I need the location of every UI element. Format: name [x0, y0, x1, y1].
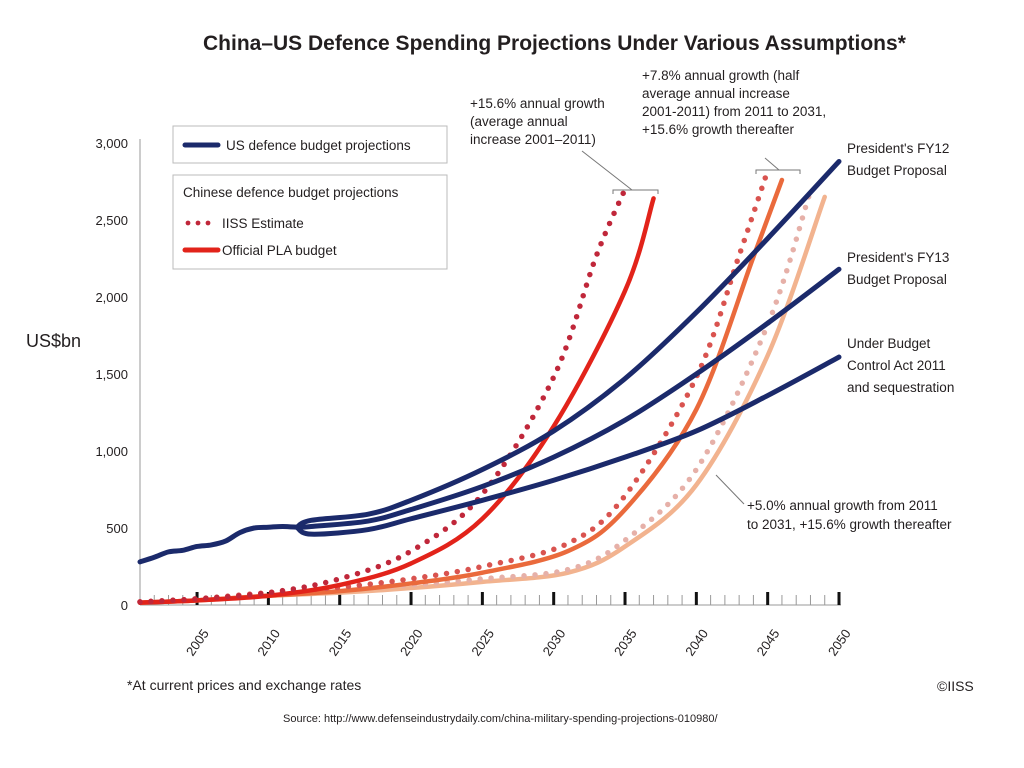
annotation-bca-line2: Control Act 2011	[847, 358, 946, 373]
chart-title: China–US Defence Spending Projections Un…	[203, 32, 907, 55]
legend-pla-label: Official PLA budget	[222, 243, 337, 258]
x-tick-label: 2025	[468, 626, 497, 658]
x-tick-labels: 2005 2010 2015 2020 2025 2030 2035 2040 2045 2050	[183, 626, 854, 658]
series-layer	[137, 158, 842, 605]
annotation-5-0-line1: +5.0% annual growth from 2011	[747, 498, 938, 513]
y-tick-label: 500	[106, 521, 128, 536]
series-iiss-estimate-7-8-to-2031-15-6-after	[137, 167, 771, 605]
footnote: *At current prices and exchange rates	[127, 677, 361, 693]
annotation-bca-line1: Under Budget	[847, 336, 931, 351]
y-ticks: 0 500 1,000 1,500 2,000 2,500 3,000	[95, 136, 128, 613]
series-president-s-fy12-budget-proposal	[294, 158, 842, 530]
annotation-7-8-line2: average annual increase	[642, 86, 790, 101]
annotation-5-0: +5.0% annual growth from 2011 to 2031, +…	[715, 474, 952, 532]
series-under-budget-control-act-2011-and-sequestration	[294, 354, 842, 537]
y-tick-label: 2,000	[95, 290, 128, 305]
annotation-15-6-leader	[581, 150, 633, 191]
annotation-15-6: +15.6% annual growth (average annual inc…	[470, 96, 659, 194]
y-tick-label: 3,000	[95, 136, 128, 151]
x-tick-label: 2005	[183, 626, 212, 658]
annotation-7-8-line4: +15.6% growth thereafter	[642, 122, 794, 137]
annotation-fy13-line1: President's FY13	[847, 250, 949, 265]
legend: US defence budget projections Chinese de…	[172, 125, 448, 270]
annotation-fy13-line2: Budget Proposal	[847, 272, 947, 287]
annotation-7-8-bracket	[755, 169, 801, 174]
x-tick-label: 2010	[254, 626, 283, 658]
legend-china-heading: Chinese defence budget projections	[183, 185, 399, 200]
annotation-5-0-line2: to 2031, +15.6% growth thereafter	[747, 517, 952, 532]
annotation-fy13: President's FY13 Budget Proposal	[847, 250, 949, 287]
y-tick-label: 1,500	[95, 367, 128, 382]
annotation-15-6-bracket	[612, 189, 659, 194]
copyright: ©IISS	[937, 678, 974, 694]
annotation-15-6-line2: (average annual	[470, 114, 568, 129]
series-official-pla-budget-15-6	[137, 196, 656, 605]
annotation-5-0-leader	[715, 474, 745, 505]
legend-iiss-swatch	[185, 220, 211, 226]
annotation-7-8-line1: +7.8% annual growth (half	[642, 68, 799, 83]
x-tick-label: 2015	[326, 626, 355, 658]
annotation-7-8-leader	[764, 157, 780, 171]
annotation-7-8-line3: 2001-2011) from 2011 to 2031,	[642, 104, 826, 119]
x-ticks	[153, 592, 841, 605]
annotation-bca: Under Budget Control Act 2011 and seques…	[847, 336, 954, 395]
annotation-7-8: +7.8% annual growth (half average annual…	[642, 68, 826, 174]
legend-iiss-label: IISS Estimate	[222, 216, 304, 231]
x-tick-label: 2045	[754, 626, 783, 658]
x-tick-label: 2035	[611, 626, 640, 658]
annotation-15-6-line1: +15.6% annual growth	[470, 96, 605, 111]
x-tick-label: 2020	[397, 626, 426, 658]
x-tick-label: 2050	[825, 626, 854, 658]
y-axis-label: US$bn	[26, 331, 81, 351]
annotation-bca-line3: and sequestration	[847, 380, 954, 395]
series-us-historical	[137, 523, 300, 565]
x-tick-label: 2030	[540, 626, 569, 658]
annotation-fy12-line1: President's FY12	[847, 141, 949, 156]
source-link[interactable]: Source: http://www.defenseindustrydaily.…	[283, 713, 718, 725]
annotation-fy12: President's FY12 Budget Proposal	[847, 141, 949, 178]
annotation-15-6-line3: increase 2001–2011)	[470, 132, 596, 147]
x-tick-label: 2040	[682, 626, 711, 658]
legend-china-box	[172, 174, 448, 270]
series-iiss-estimate-5-0-to-2031-15-6-after	[137, 187, 814, 605]
y-tick-label: 1,000	[95, 444, 128, 459]
annotation-fy12-line2: Budget Proposal	[847, 163, 947, 178]
series-president-s-fy13-budget-proposal	[294, 266, 842, 530]
y-tick-label: 0	[121, 598, 128, 613]
y-tick-label: 2,500	[95, 213, 128, 228]
axes	[139, 139, 841, 606]
legend-us-label: US defence budget projections	[226, 138, 411, 153]
